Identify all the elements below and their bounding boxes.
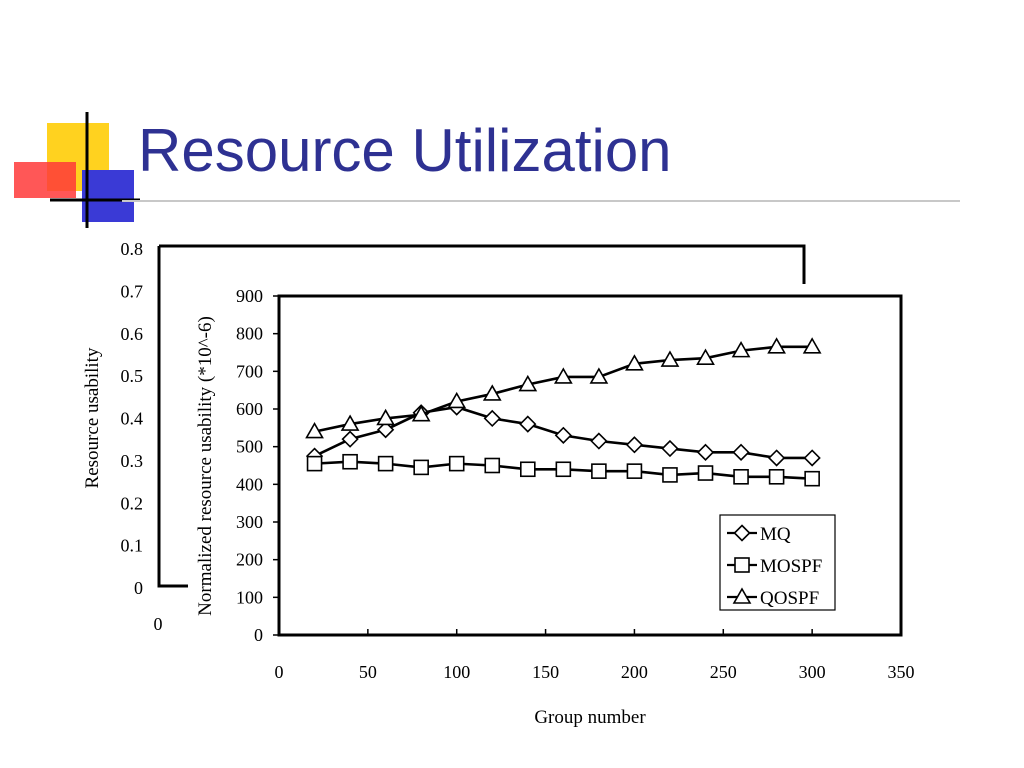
data-point-qospf: [376, 408, 396, 426]
background-chart-axis: [157, 246, 188, 588]
data-point-mospf: [448, 455, 465, 472]
x-tick-label: 50: [359, 662, 377, 682]
data-point-mospf: [733, 468, 749, 485]
y-ticks: 0 100 200 300 400 500 600 700 800 900: [236, 286, 279, 645]
data-point-mospf: [519, 461, 536, 478]
data-point-mq: [732, 443, 750, 461]
data-point-mospf: [768, 468, 785, 485]
background-y-tick-label: 0.2: [121, 493, 144, 513]
x-tick-label: 250: [710, 662, 737, 682]
data-point-mq: [661, 439, 679, 458]
x-tick-label: 0: [275, 662, 284, 682]
data-point-qospf: [731, 341, 751, 358]
series-mospf: [306, 453, 820, 487]
data-point-qospf: [305, 421, 324, 439]
background-x-tick-label: 0: [154, 614, 163, 634]
background-y-tick-label: 0.8: [121, 239, 144, 259]
data-point-mq: [803, 449, 821, 467]
data-point-qospf: [553, 367, 573, 384]
y-tick-label: 900: [236, 286, 263, 306]
series-layer: [305, 337, 822, 487]
legend-marker: [733, 524, 751, 542]
slide-title: Resource Utilization: [138, 117, 672, 184]
x-tick-label: 350: [888, 662, 915, 682]
background-y-tick-label: 0.3: [121, 451, 144, 471]
background-chart-frame: [159, 244, 806, 284]
data-point-qospf: [589, 367, 609, 384]
data-point-qospf: [625, 354, 644, 371]
data-point-mospf: [697, 465, 714, 481]
y-tick-label: 800: [236, 324, 263, 344]
data-point-mq: [625, 436, 644, 454]
background-y-tick-label: 0.7: [121, 281, 144, 301]
deco-blue-square: [82, 170, 134, 222]
background-y-ticks: 0 0.1 0.2 0.3 0.4 0.5 0.6 0.7 0.8: [121, 239, 144, 598]
legend-label-mq: MQ: [760, 524, 791, 545]
data-point-mospf: [591, 463, 607, 479]
x-tick-label: 150: [532, 662, 559, 682]
y-tick-label: 300: [236, 512, 263, 532]
data-point-qospf: [767, 337, 786, 354]
x-tick-label: 300: [799, 662, 826, 682]
data-point-mospf: [484, 457, 501, 474]
data-point-qospf: [447, 391, 467, 409]
data-point-mospf: [377, 455, 394, 472]
series-qospf: [305, 337, 822, 439]
data-point-mq: [341, 430, 359, 448]
background-chart: 0 0.1 0.2 0.3 0.4 0.5 0.6 0.7 0.8 0 Resource usa…: [82, 239, 806, 634]
data-point-mospf: [413, 459, 429, 476]
data-point-mq: [376, 421, 395, 439]
data-point-mq: [483, 409, 501, 428]
data-point-mospf: [306, 455, 323, 472]
data-point-mospf: [662, 467, 678, 483]
legend-marker: [734, 557, 750, 573]
data-point-mq: [696, 443, 715, 461]
y-tick-label: 700: [236, 361, 263, 381]
background-y-axis-label: Resource usability: [82, 347, 103, 488]
legend-marker: [732, 587, 752, 604]
legend: MQ MOSPF QOSPF: [719, 514, 836, 611]
y-tick-label: 0: [254, 625, 263, 645]
background-y-tick-label: 0.4: [121, 409, 144, 429]
main-chart: 0 100 200 300 400 500 600 700 800 900 0 50 100 150 20…: [195, 286, 915, 728]
data-point-mospf: [804, 470, 820, 487]
y-tick-label: 500: [236, 437, 263, 457]
data-point-mq: [554, 426, 572, 444]
data-point-mospf: [626, 463, 643, 479]
data-point-mq: [519, 415, 537, 433]
data-point-mq: [590, 432, 608, 450]
background-y-tick-label: 0.5: [121, 366, 144, 386]
logo-decoration: [14, 112, 140, 228]
x-tick-label: 100: [443, 662, 470, 682]
background-y-tick-label: 0: [134, 578, 143, 598]
data-point-qospf: [696, 348, 715, 365]
data-point-mq: [767, 449, 786, 467]
y-axis-label: Normalized resource usability (*10^-6): [195, 316, 216, 616]
x-ticks: 0 50 100 150 200 250 300 350: [275, 629, 915, 682]
data-point-qospf: [340, 414, 360, 431]
y-tick-label: 100: [236, 587, 263, 607]
legend-label-qospf: QOSPF: [760, 588, 819, 609]
data-point-mospf: [342, 453, 358, 470]
y-tick-label: 600: [236, 399, 263, 419]
data-point-qospf: [802, 337, 822, 354]
data-point-qospf: [660, 350, 680, 367]
data-point-qospf: [518, 374, 538, 392]
background-y-tick-label: 0.1: [121, 536, 144, 556]
x-axis-label: Group number: [534, 707, 646, 728]
data-point-qospf: [482, 384, 502, 401]
y-tick-label: 200: [236, 550, 263, 570]
x-tick-label: 200: [621, 662, 648, 682]
y-tick-label: 400: [236, 474, 263, 494]
data-point-mospf: [555, 461, 572, 478]
deco-red-square: [14, 162, 76, 198]
background-y-tick-label: 0.6: [121, 324, 144, 344]
legend-label-mospf: MOSPF: [760, 556, 822, 577]
data-point-qospf: [411, 405, 431, 422]
